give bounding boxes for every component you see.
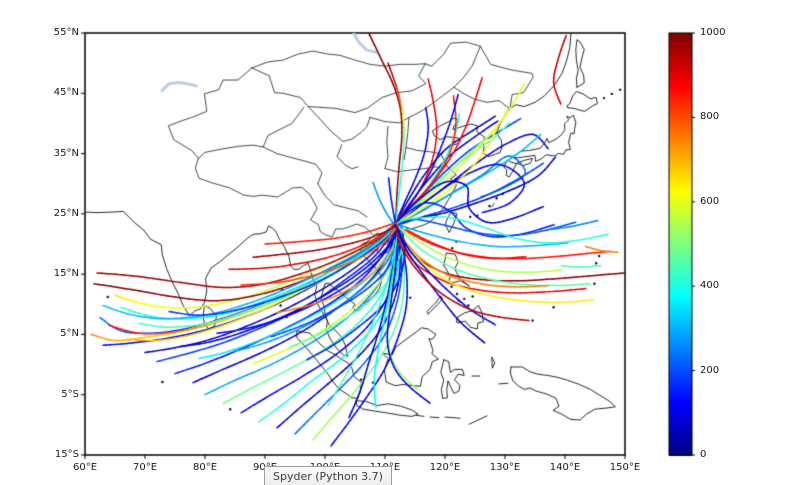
x-tick-label: 140°E — [549, 462, 581, 473]
colorbar-tick-label: 800 — [700, 111, 720, 123]
y-tick-label: 5°N — [60, 328, 79, 340]
y-tick-label: 5°S — [61, 388, 79, 400]
colorbar-tick-label: 1000 — [700, 27, 726, 38]
y-tick-label: 55°N — [53, 27, 79, 38]
colorbar-tick-label: 400 — [700, 280, 720, 292]
colorbar-tick-label: 0 — [700, 449, 707, 460]
y-tick-label: 15°S — [54, 449, 79, 460]
y-tick-label: 25°N — [53, 207, 79, 219]
y-tick-label: 45°N — [53, 87, 79, 99]
colorbar-tick-label: 200 — [700, 364, 720, 376]
taskbar-tooltip-text: Spyder (Python 3.7) — [273, 470, 383, 483]
x-tick-label: 60°E — [72, 462, 98, 473]
x-tick-label: 80°E — [192, 462, 218, 473]
x-tick-label: 130°E — [489, 462, 521, 473]
taskbar-tooltip: Spyder (Python 3.7) — [264, 466, 392, 485]
y-tick-label: 15°N — [53, 268, 79, 280]
x-tick-label: 70°E — [132, 462, 158, 473]
y-tick-label: 35°N — [53, 147, 79, 159]
x-tick-label: 150°E — [609, 462, 641, 473]
colorbar-tick-label: 600 — [700, 195, 720, 207]
x-tick-label: 120°E — [429, 462, 461, 473]
